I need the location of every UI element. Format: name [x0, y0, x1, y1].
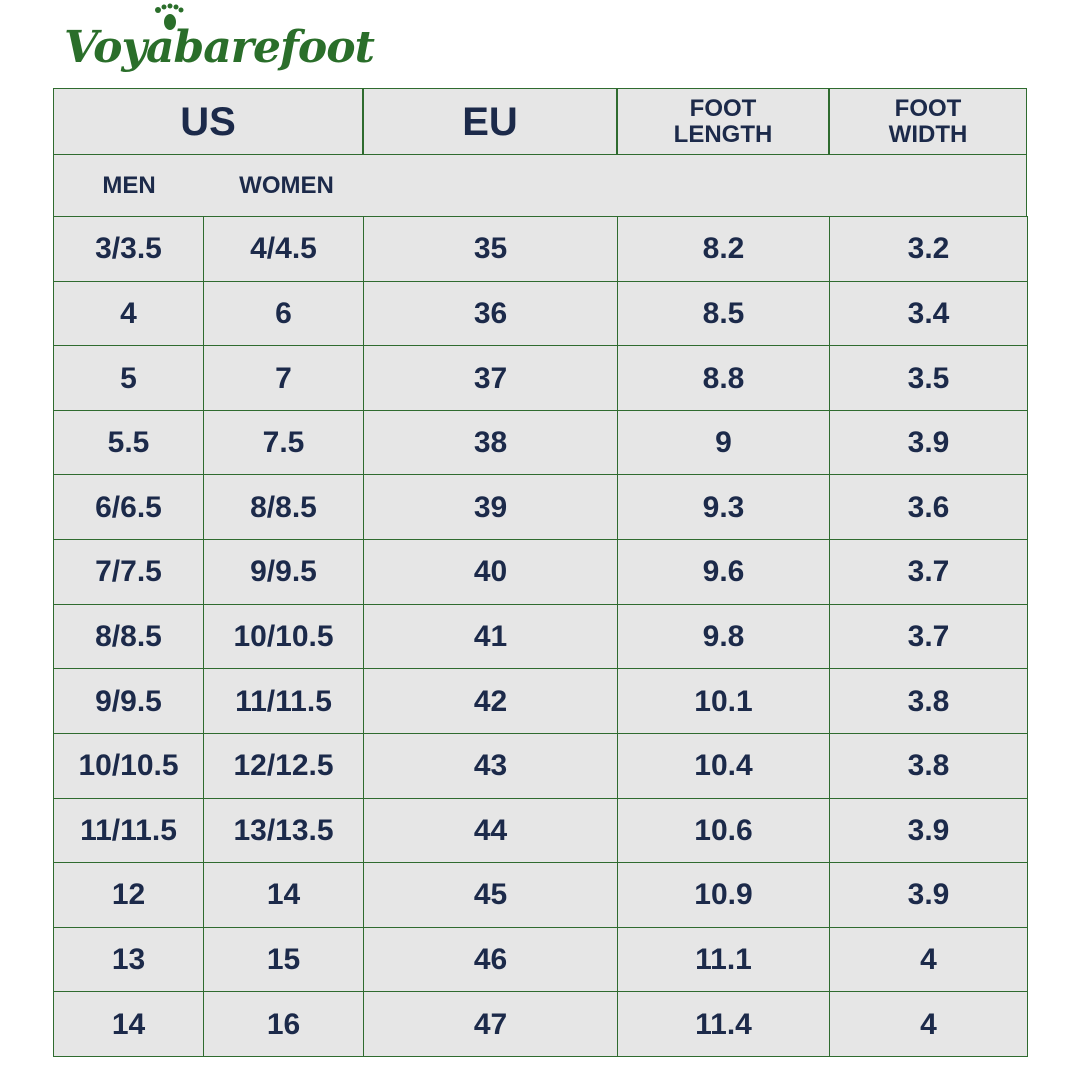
table-cell: 16: [203, 991, 364, 1057]
table-cell: 35: [363, 216, 618, 282]
table-cell: 42: [363, 668, 618, 734]
table-cell: 3.9: [829, 409, 1028, 476]
table-cell: 3.8: [829, 732, 1028, 799]
table-cell: 12: [53, 862, 204, 928]
table-cell: 38: [363, 409, 618, 476]
table-cell: 10.1: [617, 668, 830, 734]
logo: Voyabarefoot: [64, 22, 375, 73]
table-cell: 5: [53, 345, 204, 411]
table-cell: 11/11.5: [53, 797, 204, 864]
table-cell: 9.6: [617, 539, 830, 605]
table-cell: 37: [363, 345, 618, 411]
table-cell: 6/6.5: [53, 474, 204, 541]
table-cell: 40: [363, 539, 618, 605]
table-cell: 3.7: [829, 603, 1028, 670]
table-cell: 45: [363, 862, 618, 928]
table-cell: 9/9.5: [203, 539, 364, 605]
table-cell: 7.5: [203, 409, 364, 476]
table-cell: 3.2: [829, 216, 1028, 282]
header-cell: EU: [363, 88, 617, 156]
table-cell: 7: [203, 345, 364, 411]
table-cell: 4: [53, 280, 204, 347]
table-cell: 3.5: [829, 345, 1028, 411]
table-cell: 11.1: [617, 926, 830, 993]
logo-icon: [155, 3, 184, 30]
header-cell: US: [53, 88, 363, 156]
table-cell: 43: [363, 732, 618, 799]
table-cell: 15: [203, 926, 364, 993]
subheader-label: WOMEN: [239, 171, 334, 199]
subheader-label: MEN: [102, 171, 156, 199]
table-cell: 3.7: [829, 539, 1028, 605]
table-cell: 9.3: [617, 474, 830, 541]
table-cell: 13: [53, 926, 204, 993]
table-cell: 14: [203, 862, 364, 928]
table-cell: 4: [829, 991, 1028, 1057]
subheader-row: MEN WOMEN: [53, 154, 1027, 218]
table-cell: 3.9: [829, 862, 1028, 928]
table-cell: 3.9: [829, 797, 1028, 864]
table-cell: 39: [363, 474, 618, 541]
table-cell: 9: [617, 409, 830, 476]
header-cell: FOOT LENGTH: [617, 88, 829, 156]
table-cell: 10/10.5: [53, 732, 204, 799]
table-cell: 8/8.5: [203, 474, 364, 541]
table-cell: 4/4.5: [203, 216, 364, 282]
table-cell: 10.4: [617, 732, 830, 799]
table-cell: 47: [363, 991, 618, 1057]
table-cell: 10/10.5: [203, 603, 364, 670]
header-cell: FOOT WIDTH: [829, 88, 1027, 156]
table-cell: 8.2: [617, 216, 830, 282]
table-cell: 8.5: [617, 280, 830, 347]
table-cell: 10.9: [617, 862, 830, 928]
table-cell: 11/11.5: [203, 668, 364, 734]
table-cell: 9/9.5: [53, 668, 204, 734]
table-cell: 36: [363, 280, 618, 347]
table-cell: 46: [363, 926, 618, 993]
table-cell: 3.6: [829, 474, 1028, 541]
table-cell: 9.8: [617, 603, 830, 670]
table-cell: 6: [203, 280, 364, 347]
table-cell: 4: [829, 926, 1028, 993]
table-cell: 8/8.5: [53, 603, 204, 670]
table-cell: 11.4: [617, 991, 830, 1057]
table-cell: 5.5: [53, 409, 204, 476]
table-cell: 10.6: [617, 797, 830, 864]
table-cell: 3.8: [829, 668, 1028, 734]
table-cell: 7/7.5: [53, 539, 204, 605]
table-cell: 14: [53, 991, 204, 1057]
table-cell: 3.4: [829, 280, 1028, 347]
table-cell: 3/3.5: [53, 216, 204, 282]
table-cell: 44: [363, 797, 618, 864]
table-cell: 12/12.5: [203, 732, 364, 799]
table-cell: 13/13.5: [203, 797, 364, 864]
table-cell: 41: [363, 603, 618, 670]
table-cell: 8.8: [617, 345, 830, 411]
